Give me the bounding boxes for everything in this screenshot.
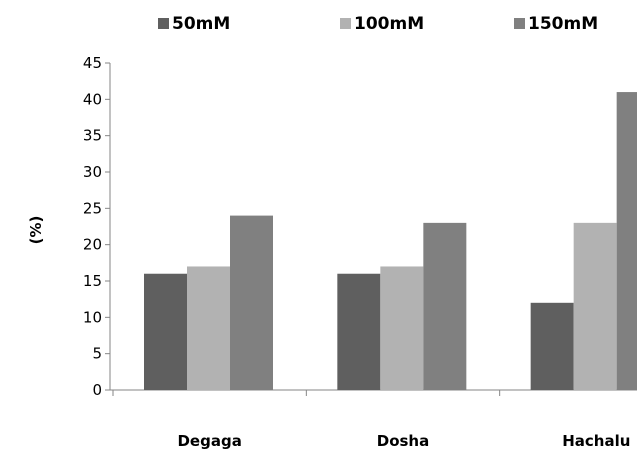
- bar-150mM-Hachalu: [616, 92, 637, 391]
- bar-150mM-Dosha: [423, 222, 467, 390]
- x-axis: Degaga Dosha Hachalu: [110, 389, 637, 449]
- bar-100mM-Degaga: [187, 266, 230, 390]
- legend-label: 50mM: [172, 14, 230, 34]
- x-category-label: Hachalu: [562, 432, 630, 449]
- y-tick-label: 40: [83, 90, 102, 108]
- y-axis-label: (%): [27, 216, 45, 245]
- y-axis: 0 5 10 15 20 25 30 35 40 45: [83, 54, 111, 399]
- y-tick-label: 5: [92, 345, 102, 363]
- y-tick-label: 30: [83, 163, 102, 181]
- y-tick-label: 20: [83, 236, 102, 254]
- y-tick-label: 25: [83, 199, 102, 217]
- legend-label: 150mM: [528, 14, 598, 34]
- bar-50mM-Degaga: [144, 273, 187, 390]
- bar-100mM-Hachalu: [573, 222, 617, 390]
- y-tick-label: 15: [83, 272, 102, 290]
- y-tick-label: 35: [83, 127, 102, 145]
- bar-50mM-Dosha: [337, 273, 381, 390]
- bars: [144, 92, 637, 391]
- x-category-label: Dosha: [377, 432, 430, 449]
- bar-150mM-Degaga: [230, 215, 273, 390]
- legend-label: 100mM: [354, 14, 424, 34]
- y-tick-label: 45: [83, 54, 102, 72]
- y-tick-label: 10: [83, 308, 102, 326]
- legend: 50mM 100mM 150mM: [158, 14, 598, 34]
- x-category-label: Degaga: [177, 432, 241, 449]
- legend-swatch: [158, 18, 169, 29]
- bar-100mM-Dosha: [380, 266, 424, 390]
- y-tick-label: 0: [92, 381, 102, 399]
- legend-swatch: [514, 18, 525, 29]
- legend-swatch: [340, 18, 351, 29]
- bar-50mM-Hachalu: [530, 302, 574, 390]
